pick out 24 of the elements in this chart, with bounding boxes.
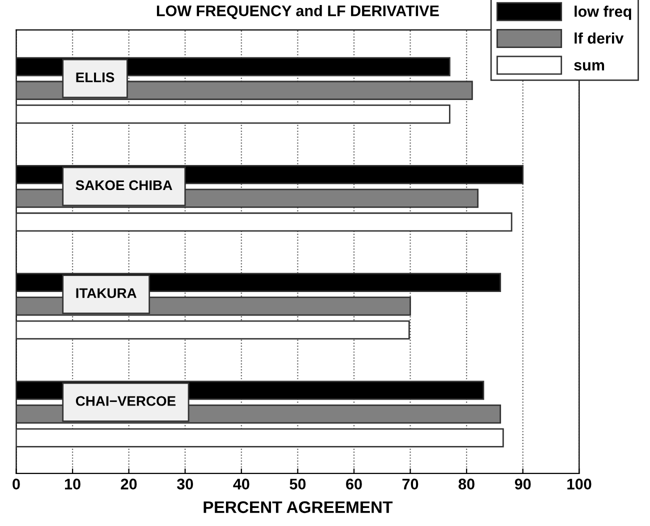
y-tick-label: ITAKURA <box>76 288 136 298</box>
y-tick-label: SAKOE CHIBA <box>76 180 172 190</box>
x-tick-label: 70 <box>402 478 418 490</box>
chart-title: LOW FREQUENCY and LF DERIVATIVE <box>156 5 439 20</box>
y-tick-label: CHAI−VERCOE <box>76 396 176 406</box>
x-tick-label: 50 <box>290 478 306 490</box>
bar <box>16 212 512 232</box>
legend-label: lf deriv <box>574 32 624 44</box>
bar <box>16 320 410 340</box>
y-tick-label: ELLIS <box>76 72 114 82</box>
bar <box>16 428 504 448</box>
x-tick-label: 20 <box>120 478 137 490</box>
x-tick-label: 90 <box>514 478 531 490</box>
bar <box>16 104 450 124</box>
x-tick-label: 100 <box>567 478 592 490</box>
x-tick-label: 0 <box>12 478 20 490</box>
x-tick-label: 10 <box>65 478 80 490</box>
x-tick-label: 30 <box>176 478 193 490</box>
legend-label: sum <box>574 62 604 71</box>
x-tick-label: 40 <box>233 478 250 490</box>
x-tick-label: 80 <box>458 478 474 490</box>
x-tick-label: 60 <box>346 478 362 490</box>
x-axis-title: PERCENT AGREEMENT <box>204 501 393 514</box>
legend-label: low freq <box>574 6 632 20</box>
